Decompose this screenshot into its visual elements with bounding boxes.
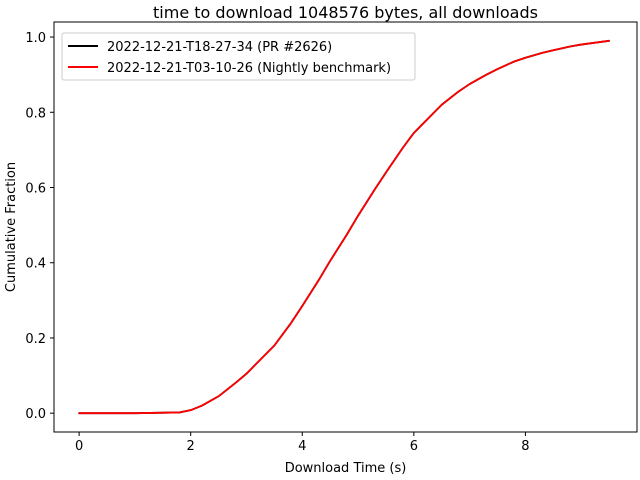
y-tick-label: 0.4: [25, 257, 46, 272]
plot-lines: [78, 39, 611, 415]
x-tick-label: 4: [298, 439, 306, 454]
legend-box: [61, 32, 416, 81]
y-axis-label: Cumulative Fraction: [4, 162, 19, 292]
legend-label-nightly: 2022-12-21-T03-10-26 (Nightly benchmark): [107, 61, 391, 76]
x-axis-label: Download Time (s): [285, 461, 407, 476]
chart-title: time to download 1048576 bytes, all down…: [153, 3, 538, 22]
y-tick-label: 0.0: [25, 407, 46, 422]
y-axis: 0.0 0.2 0.4 0.6 0.8 1.0: [25, 31, 54, 422]
x-tick-label: 8: [521, 439, 529, 454]
legend: 2022-12-21-T18-27-34 (PR #2626) 2022-12-…: [61, 32, 416, 81]
x-tick-label: 6: [410, 439, 418, 454]
y-tick-label: 0.2: [25, 332, 46, 347]
x-tick-label: 2: [187, 439, 195, 454]
y-tick-label: 1.0: [25, 31, 46, 46]
y-tick-label: 0.8: [25, 106, 46, 121]
x-tick-label: 0: [75, 439, 83, 454]
y-tick-label: 0.6: [25, 182, 46, 197]
legend-label-pr: 2022-12-21-T18-27-34 (PR #2626): [107, 40, 332, 55]
x-axis: 0 2 4 6 8: [75, 432, 530, 454]
plot-frame: [53, 21, 638, 433]
series-line-1: [78, 39, 611, 415]
series-line-0: [78, 39, 611, 415]
